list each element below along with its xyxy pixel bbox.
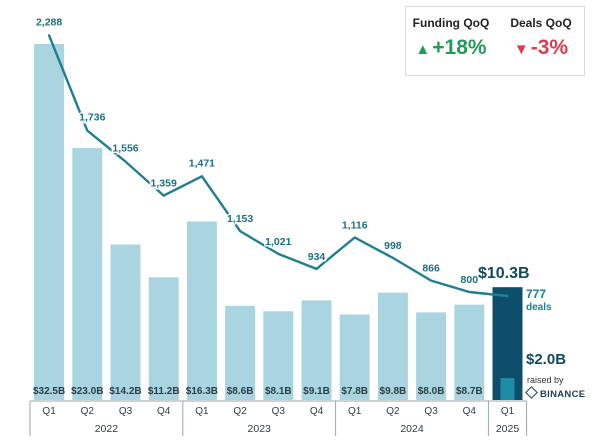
- quarter-label: Q3: [424, 406, 438, 417]
- funding-bar: [186, 221, 217, 400]
- kpi-panel: Funding QoQ ▲+18% Deals QoQ ▼-3%: [405, 6, 585, 76]
- binance-wordmark: BINANCE: [540, 389, 586, 400]
- quarter-label: Q2: [386, 406, 400, 417]
- bar-value-label: $8.7B: [456, 386, 483, 397]
- quarter-label: Q2: [233, 406, 247, 417]
- latest-deals-unit: deals: [526, 302, 552, 313]
- funding-bar: [454, 304, 485, 400]
- bar-value-label: $7.8B: [341, 386, 368, 397]
- deals-value-label: 998: [384, 240, 402, 252]
- funding-bar: [263, 311, 294, 400]
- bar-value-label: $14.2B: [109, 386, 141, 397]
- funding-bar: [416, 312, 447, 400]
- deals-value-label: 800: [461, 274, 479, 286]
- bar-value-label: $23.0B: [71, 386, 103, 397]
- deals-qoq-value: ▼-3%: [496, 36, 586, 60]
- bar-value-label: $8.0B: [418, 386, 445, 397]
- bar-value-label: $11.2B: [148, 386, 180, 397]
- quarter-label: Q3: [272, 406, 286, 417]
- bar-value-label: $16.3B: [186, 386, 218, 397]
- down-arrow-icon: ▼: [513, 41, 529, 58]
- quarter-label: Q1: [348, 406, 362, 417]
- funding-qoq-number: +18%: [432, 36, 487, 59]
- deals-value-label: 1,153: [227, 213, 253, 225]
- up-arrow-icon: ▲: [415, 41, 431, 58]
- binance-logo: BINANCE: [525, 386, 586, 400]
- deals-value-label: 1,471: [189, 157, 215, 169]
- funding-bar: [225, 305, 256, 400]
- funding-bar: [377, 292, 408, 400]
- deals-value-label: 1,736: [79, 112, 105, 124]
- funding-qoq-title: Funding QoQ: [412, 16, 490, 30]
- deals-value-label: 1,556: [112, 143, 138, 155]
- quarter-label: Q4: [463, 406, 477, 417]
- binance-diamond-icon: [525, 386, 538, 399]
- quarter-label: Q4: [157, 406, 171, 417]
- deals-qoq-kpi: Deals QoQ ▼-3%: [496, 16, 586, 60]
- year-label: 2025: [496, 423, 520, 435]
- latest-funding-callout: $10.3B: [478, 265, 530, 282]
- latest-deals-callout: 777: [526, 287, 547, 301]
- deals-value-label: 1,359: [151, 178, 177, 190]
- funding-bar: [339, 314, 370, 400]
- funding-bar: [148, 277, 179, 400]
- inset-bar: [500, 378, 515, 400]
- quarter-label: Q1: [501, 406, 515, 417]
- deals-value-label: 2,288: [36, 16, 62, 28]
- year-label: 2022: [95, 423, 119, 435]
- bar-value-label: $9.8B: [380, 386, 407, 397]
- funding-bar: [34, 44, 65, 400]
- bar-value-label: $9.1B: [303, 386, 330, 397]
- quarter-label: Q3: [119, 406, 133, 417]
- deals-value-label: 1,116: [342, 220, 368, 232]
- funding-bar: [110, 244, 141, 400]
- raised-amount-callout: $2.0B: [526, 351, 567, 368]
- funding-qoq-kpi: Funding QoQ ▲+18%: [406, 16, 496, 60]
- deals-value-label: 934: [308, 251, 326, 263]
- year-label: 2023: [248, 423, 272, 435]
- funding-bar: [301, 300, 332, 400]
- quarter-label: Q2: [81, 406, 95, 417]
- quarter-label: Q1: [42, 406, 56, 417]
- funding-qoq-value: ▲+18%: [406, 36, 496, 60]
- deals-value-label: 866: [422, 263, 440, 275]
- deals-qoq-title: Deals QoQ: [510, 16, 572, 30]
- deals-qoq-number: -3%: [530, 36, 569, 59]
- quarter-label: Q1: [195, 406, 209, 417]
- deals-line: [47, 34, 509, 298]
- quarter-label: Q4: [310, 406, 324, 417]
- raised-by-text: raised by: [527, 375, 564, 385]
- deals-value-label: 1,021: [265, 236, 291, 248]
- year-label: 2024: [400, 423, 424, 435]
- bar-value-label: $32.5B: [33, 386, 65, 397]
- bar-value-label: $8.1B: [265, 386, 292, 397]
- bar-value-label: $8.6B: [227, 386, 254, 397]
- funding-bar: [72, 148, 103, 400]
